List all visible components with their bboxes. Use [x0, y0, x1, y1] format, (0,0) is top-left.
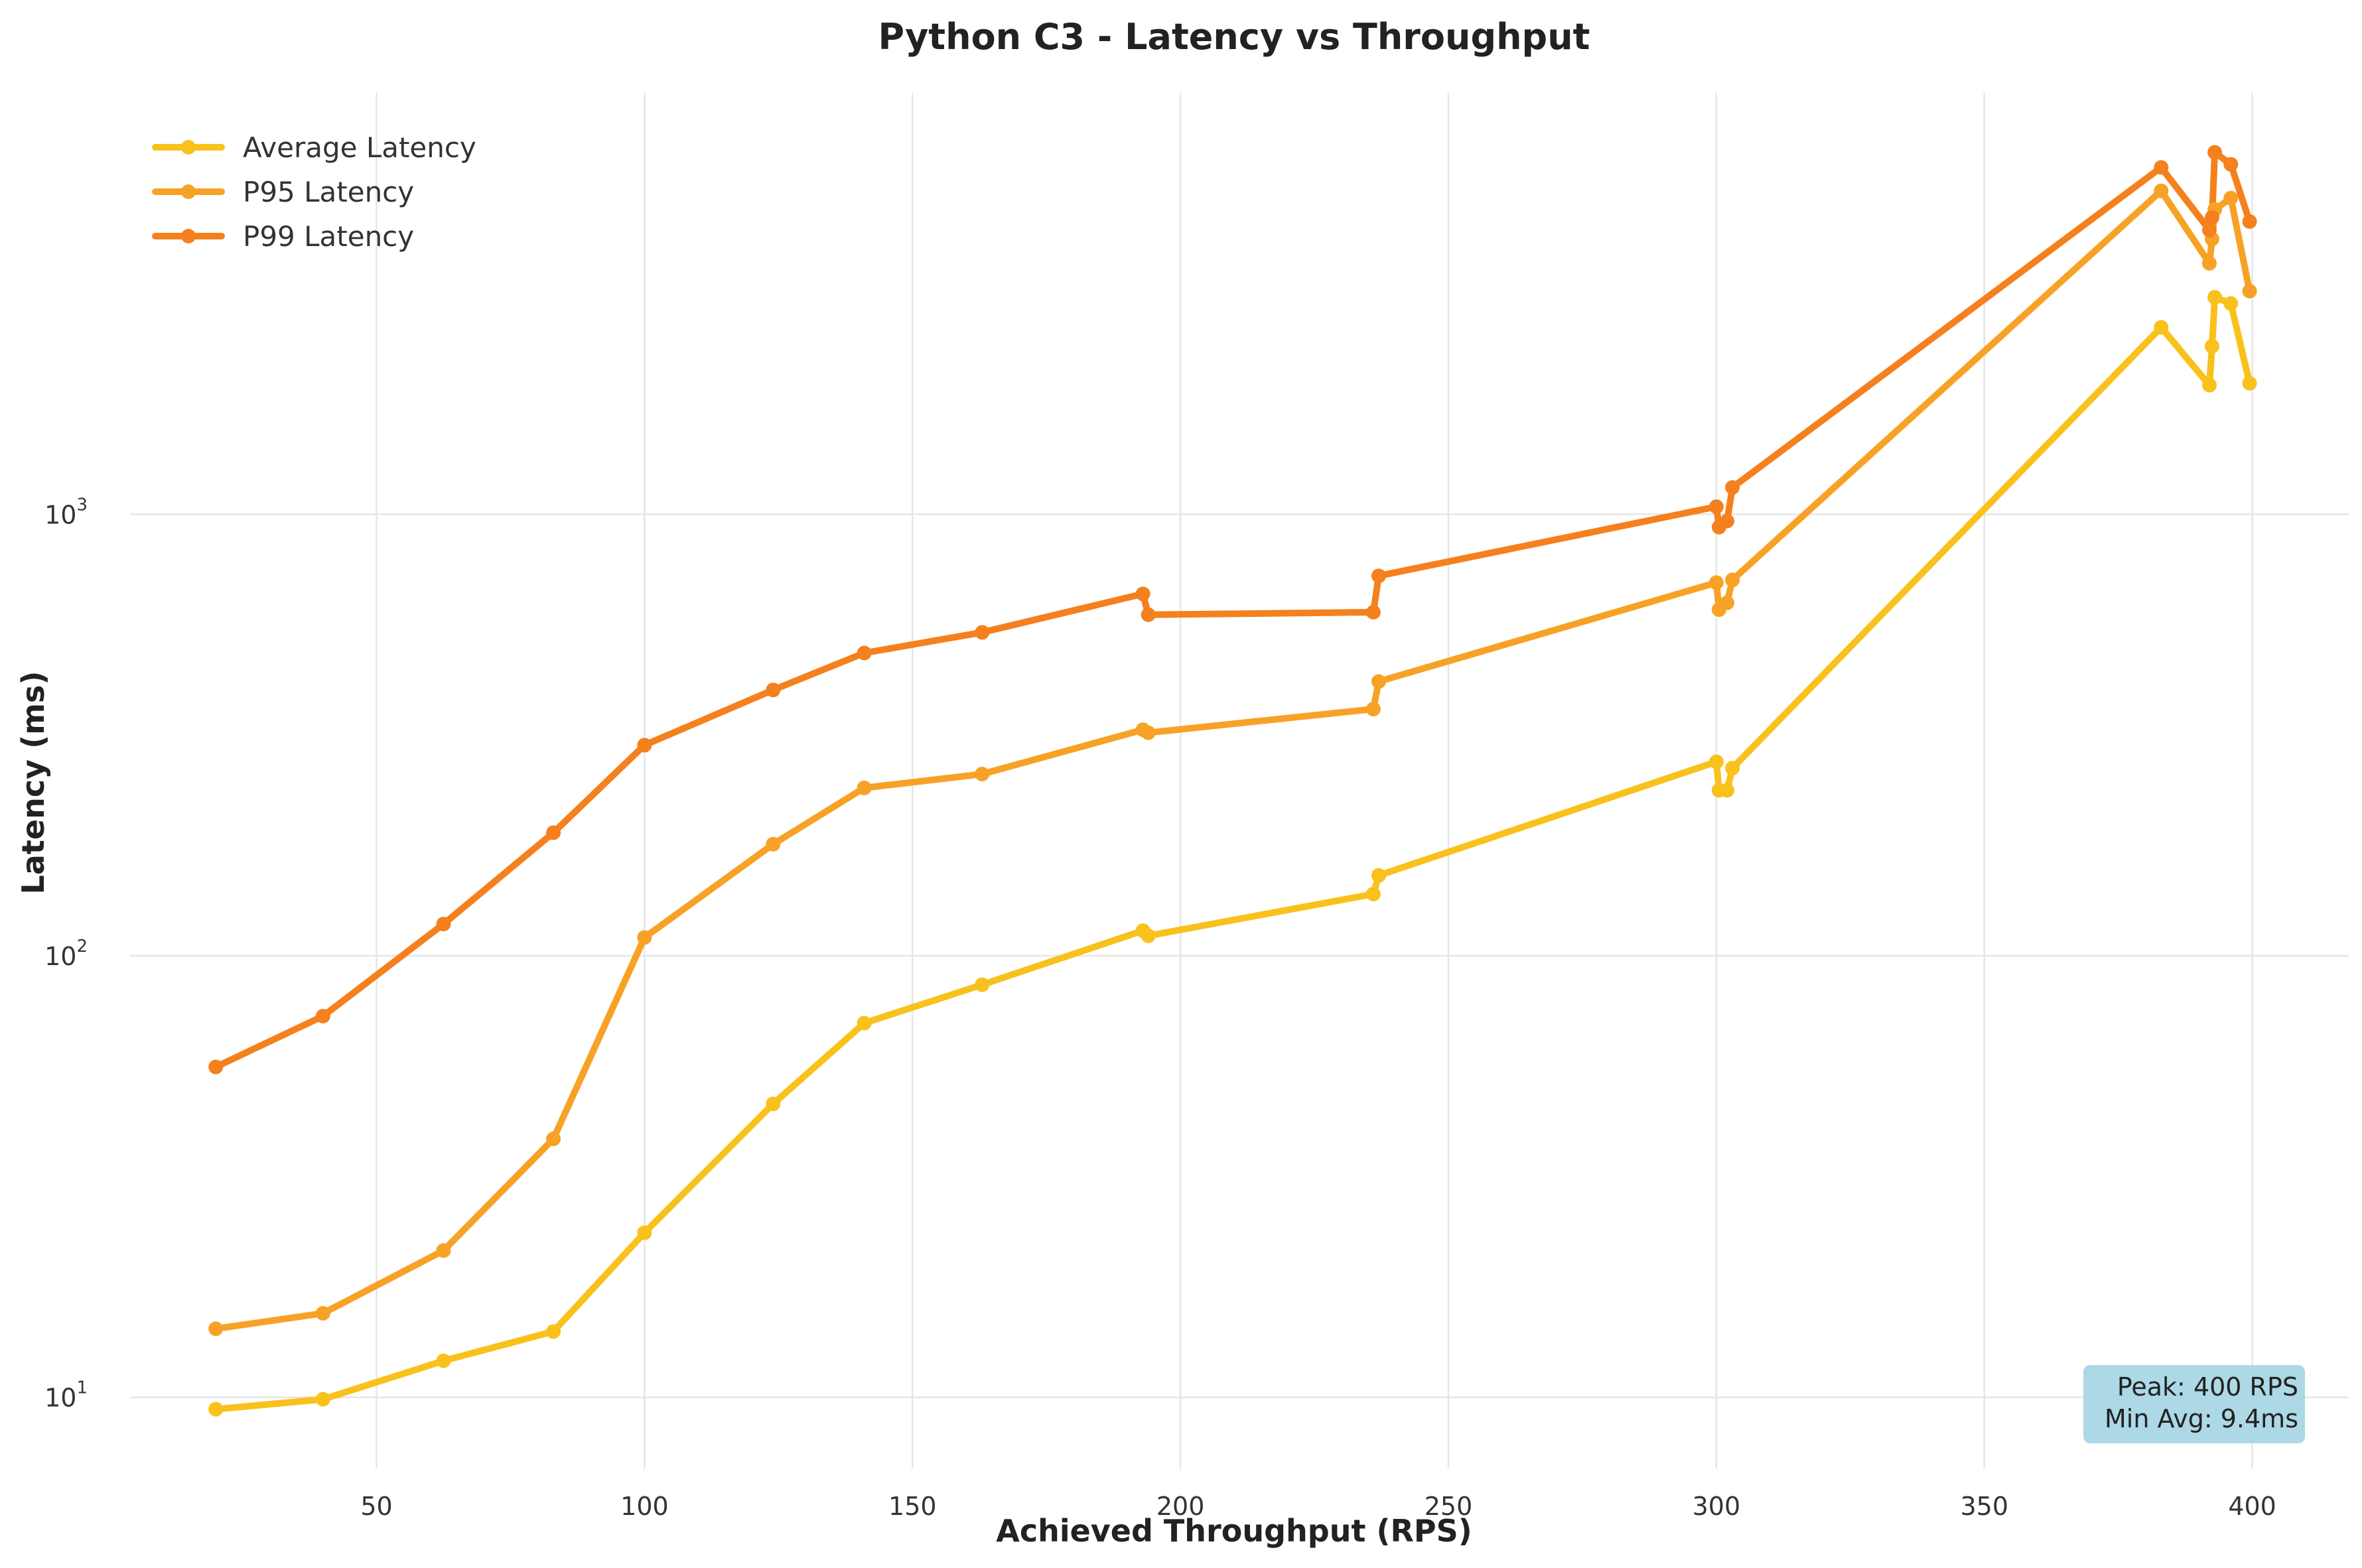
- data-point: [1725, 572, 1740, 588]
- data-point: [766, 836, 781, 852]
- data-point: [975, 625, 990, 640]
- x-axis-label: Achieved Throughput (RPS): [996, 1513, 1472, 1549]
- data-point: [2202, 222, 2217, 237]
- data-point: [2207, 290, 2223, 305]
- data-point: [1725, 480, 1740, 495]
- data-point: [2242, 284, 2257, 298]
- data-point: [637, 1225, 652, 1240]
- data-point: [1720, 783, 1734, 798]
- data-point: [2207, 145, 2223, 160]
- data-point: [1708, 499, 1724, 514]
- data-point: [2205, 339, 2219, 354]
- x-tick-label: 150: [888, 1492, 937, 1521]
- data-point: [1371, 674, 1386, 689]
- data-point: [436, 1243, 451, 1258]
- data-point: [857, 1015, 872, 1031]
- x-tick-label: 200: [1156, 1492, 1205, 1521]
- data-point: [1365, 886, 1381, 901]
- x-tick-label: 400: [2228, 1492, 2276, 1521]
- legend-entry-label: P95 Latency: [243, 176, 414, 208]
- data-point: [2223, 190, 2239, 206]
- data-point: [2154, 320, 2169, 335]
- data-point: [1141, 607, 1156, 622]
- data-point: [1720, 513, 1734, 529]
- legend-swatch-marker: [181, 184, 196, 199]
- x-tick-label: 100: [620, 1492, 669, 1521]
- data-point: [857, 780, 872, 795]
- data-point: [208, 1059, 224, 1075]
- stats-annotation: Peak: 400 RPS Min Avg: 9.4ms: [2083, 1365, 2305, 1443]
- data-point: [2242, 375, 2257, 391]
- x-tick-label: 300: [1693, 1492, 1741, 1521]
- data-point: [1708, 754, 1724, 769]
- chart-title: Python C3 - Latency vs Throughput: [878, 16, 1590, 58]
- data-point: [975, 767, 990, 781]
- series-points: [208, 145, 2257, 1417]
- series-line-1: [212, 187, 2253, 1333]
- data-point: [857, 645, 872, 661]
- data-point: [546, 1132, 561, 1146]
- legend-swatch-marker: [181, 229, 196, 243]
- legend-entry-label: P99 Latency: [243, 220, 414, 253]
- stats-annotation-line-min-avg: Min Avg: 9.4ms: [2105, 1404, 2298, 1433]
- data-point: [1725, 761, 1740, 776]
- data-point: [637, 930, 652, 945]
- data-point: [2154, 183, 2169, 198]
- data-point: [1371, 868, 1386, 883]
- data-point: [766, 1096, 781, 1112]
- y-axis-label: Latency (ms): [15, 671, 51, 895]
- data-point: [315, 1392, 330, 1407]
- legend-swatch-marker: [181, 140, 196, 155]
- data-point: [2205, 210, 2219, 225]
- data-point: [2223, 296, 2239, 311]
- x-tick-label: 50: [360, 1492, 392, 1521]
- data-point: [2154, 160, 2169, 175]
- data-point: [766, 683, 781, 698]
- data-point: [436, 917, 451, 932]
- legend: Average Latency P95 Latency P99 Latency: [152, 131, 476, 253]
- data-point: [1371, 568, 1386, 584]
- data-point: [546, 1324, 561, 1339]
- x-tick-label: 250: [1424, 1492, 1473, 1521]
- data-point: [2242, 214, 2257, 229]
- data-point: [1708, 575, 1724, 590]
- data-point: [1365, 702, 1381, 716]
- data-point: [1135, 586, 1150, 602]
- data-point: [315, 1009, 330, 1023]
- data-point: [637, 738, 652, 753]
- data-point: [1365, 605, 1381, 620]
- stats-annotation-line-peak: Peak: 400 RPS: [2117, 1372, 2298, 1402]
- stats-annotation-box: [2083, 1365, 2305, 1443]
- data-point: [315, 1306, 330, 1321]
- data-point: [436, 1353, 451, 1368]
- data-point: [208, 1402, 224, 1417]
- legend-entry-label: Average Latency: [243, 131, 476, 164]
- x-axis-ticks: 50 100 150 200 250 300 350 400: [360, 1492, 2276, 1521]
- x-tick-label: 350: [1960, 1492, 2008, 1521]
- data-point: [208, 1321, 224, 1337]
- data-point: [2202, 377, 2217, 393]
- series-line-0: [212, 294, 2253, 1413]
- data-point: [1141, 928, 1156, 943]
- data-point: [1720, 595, 1734, 610]
- data-point: [2202, 256, 2217, 271]
- data-point: [2223, 157, 2239, 172]
- data-point: [975, 977, 990, 992]
- data-point: [1141, 725, 1156, 740]
- data-point: [546, 825, 561, 840]
